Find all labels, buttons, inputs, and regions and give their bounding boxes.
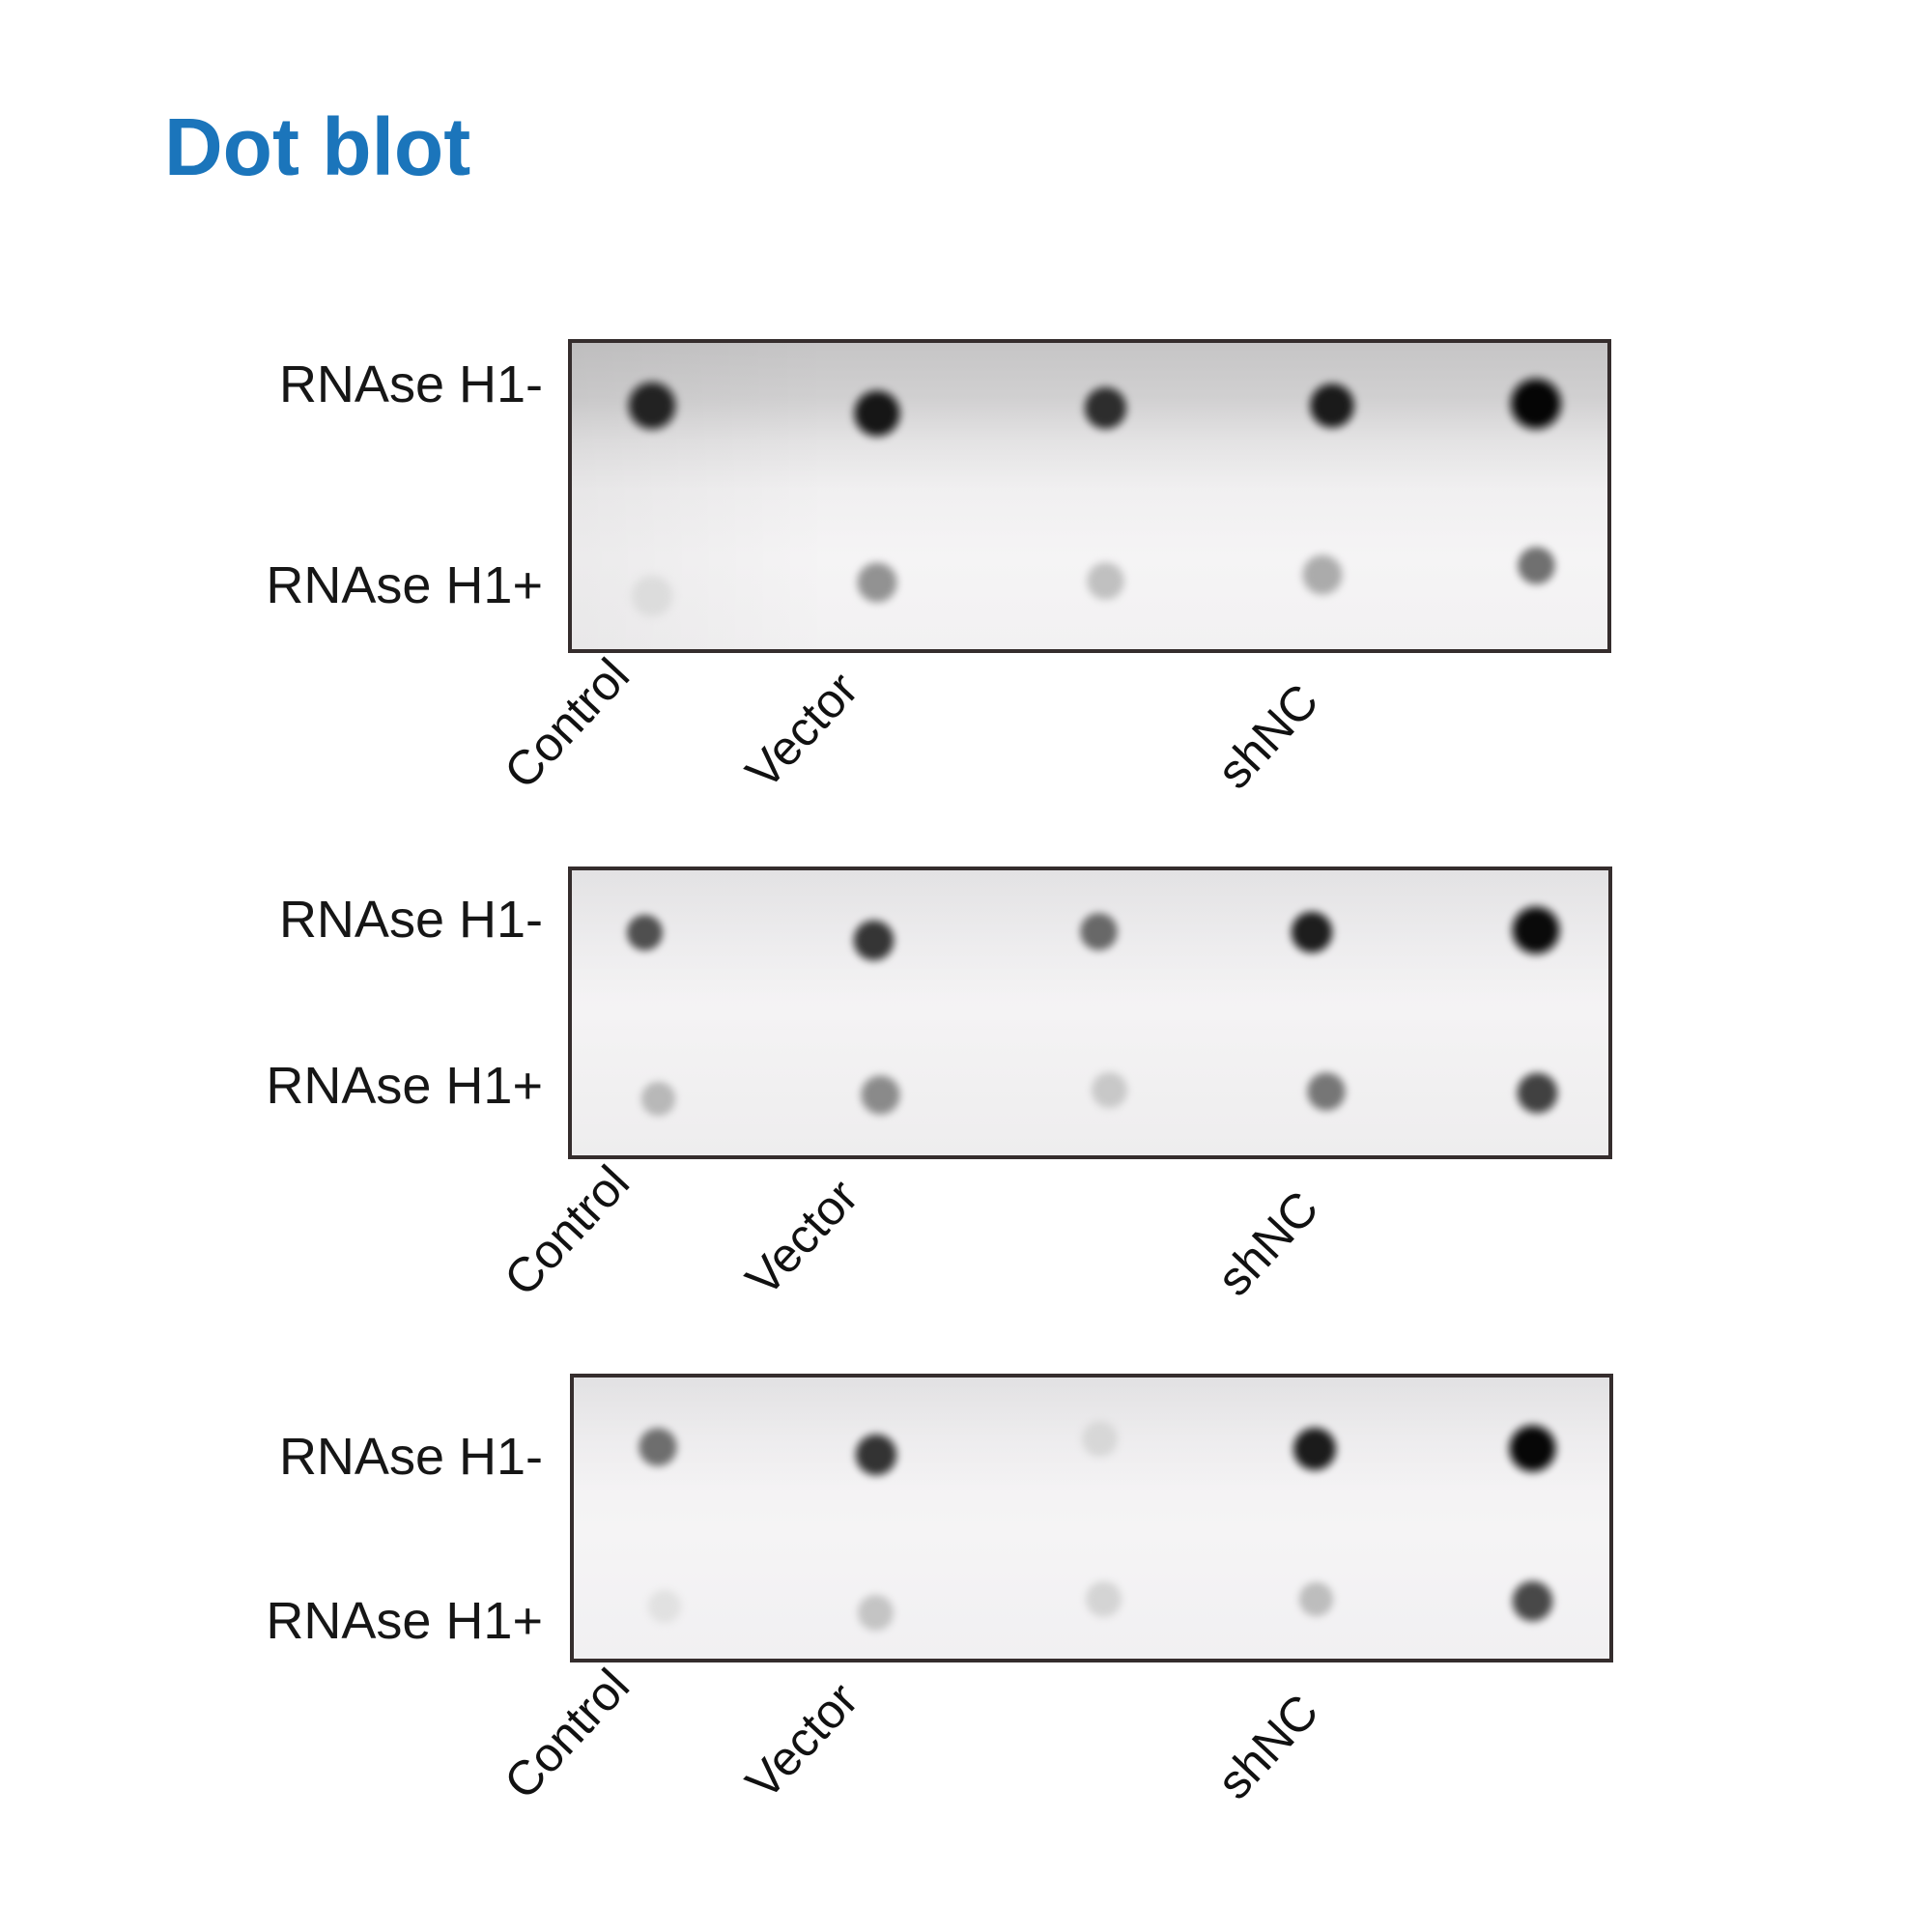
blot-dot [1294, 1577, 1339, 1621]
blot-dot [1285, 906, 1338, 959]
blot-dot [634, 1422, 683, 1471]
row-label-rnase-h1-minus: RNAse H1- [278, 891, 543, 949]
blot-dot [622, 376, 683, 437]
blot-dot [1087, 1066, 1133, 1113]
column-label-shnc: shNC [1207, 673, 1329, 800]
row-label-rnase-h1-minus: RNAse H1- [278, 1428, 543, 1486]
column-label-control: Control [494, 1154, 640, 1307]
blot-dot [853, 1589, 899, 1635]
blot-dot [847, 384, 906, 443]
blot-dot [1502, 1419, 1562, 1479]
row-label-rnase-h1-plus: RNAse H1+ [266, 556, 543, 614]
column-label-control: Control [494, 647, 640, 800]
blot-dot [1287, 1421, 1342, 1476]
blot-dot [848, 914, 900, 966]
row-label-rnase-h1-minus: RNAse H1- [278, 355, 543, 413]
column-label-shnc: shNC [1207, 1180, 1329, 1307]
blot-dot [1075, 907, 1123, 955]
figure-title: Dot blot [164, 101, 471, 192]
blot-dot [1506, 900, 1567, 961]
blot-dot [637, 1076, 681, 1121]
blot-dot [1078, 381, 1132, 435]
column-label-vector: Vector [735, 1672, 868, 1810]
blot-dot [622, 909, 668, 955]
column-label-control: Control [494, 1658, 640, 1810]
row-label-rnase-h1-plus: RNAse H1+ [266, 1592, 543, 1650]
blot-dot [1303, 378, 1360, 435]
blot-dot [1506, 1575, 1558, 1627]
blot-dot [1301, 1067, 1350, 1117]
column-label-shnc: shNC [1207, 1684, 1329, 1810]
blot-dot [849, 1428, 902, 1481]
blot-dot [856, 1069, 906, 1120]
blot-dot [1296, 550, 1348, 601]
blot-dot [643, 1585, 687, 1629]
column-label-vector: Vector [735, 662, 868, 800]
blot-dot [1081, 556, 1129, 605]
blot-dot [1512, 541, 1560, 589]
blot-dot [1504, 372, 1569, 437]
blot-dot [1511, 1066, 1563, 1119]
blot-dot [1080, 1576, 1126, 1622]
row-label-rnase-h1-plus: RNAse H1+ [266, 1057, 543, 1115]
blot-dot [1076, 1416, 1122, 1463]
blot-dot [626, 570, 679, 623]
column-label-vector: Vector [735, 1169, 868, 1307]
blot-dot [851, 557, 902, 609]
